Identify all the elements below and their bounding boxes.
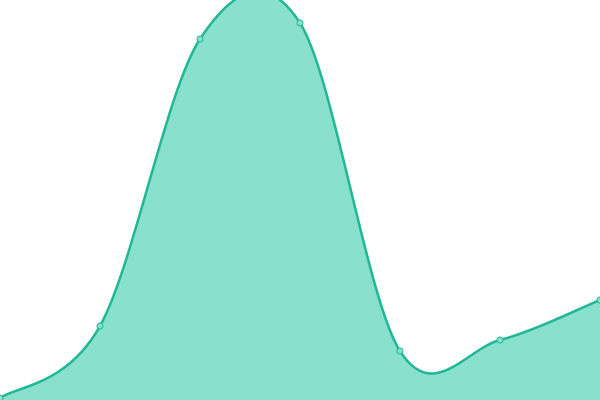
- point: [296, 19, 304, 27]
- point: [96, 322, 104, 330]
- point: [396, 347, 404, 355]
- point: [496, 336, 504, 344]
- point: [0, 394, 4, 400]
- point: [596, 296, 600, 304]
- point: [196, 35, 204, 43]
